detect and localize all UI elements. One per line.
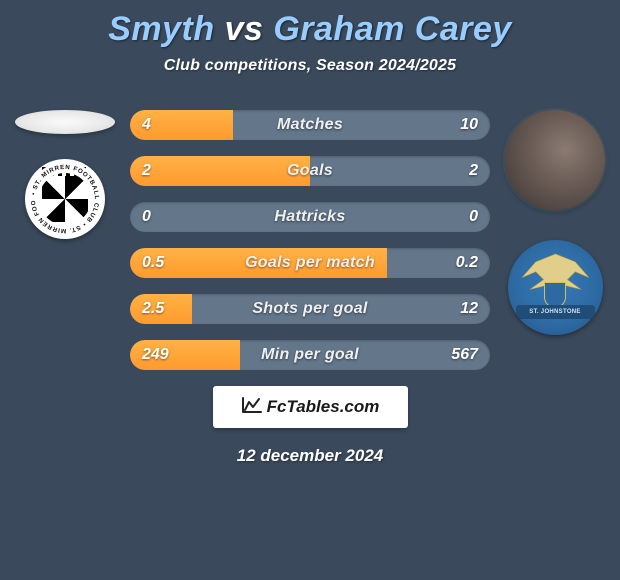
comparison-date: 12 december 2024 <box>0 446 620 466</box>
player-left-avatar <box>15 110 115 134</box>
subtitle: Club competitions, Season 2024/2025 <box>0 57 620 75</box>
crest-ring-text: • ST. MIRREN FOOTBALL CLUB • ST. MIRREN … <box>25 159 105 239</box>
left-player-column: • ST. MIRREN FOOTBALL CLUB • ST. MIRREN … <box>10 110 120 239</box>
stat-label: Min per goal <box>130 340 490 370</box>
crest-banner-text: ST. JOHNSTONE <box>516 305 595 319</box>
stat-bar: 249567Min per goal <box>130 340 490 370</box>
brand-text: FcTables.com <box>267 397 380 417</box>
club-crest-st-johnstone: ST. JOHNSTONE <box>508 240 603 335</box>
stat-bar: 410Matches <box>130 110 490 140</box>
svg-text:• ST. MIRREN FOOTBALL CLUB • S: • ST. MIRREN FOOTBALL CLUB • ST. MIRREN … <box>25 159 100 234</box>
title-vs: vs <box>225 10 264 48</box>
player-right-avatar <box>505 110 605 210</box>
stat-label: Goals per match <box>130 248 490 278</box>
crest-shield <box>544 282 566 308</box>
brand-logo-icon <box>241 396 263 419</box>
stat-label: Hattricks <box>130 202 490 232</box>
title-player1: Smyth <box>108 10 214 48</box>
club-crest-st-mirren: • ST. MIRREN FOOTBALL CLUB • ST. MIRREN … <box>25 159 105 239</box>
stat-label: Shots per goal <box>130 294 490 324</box>
stat-label: Goals <box>130 156 490 186</box>
stat-bar: 2.512Shots per goal <box>130 294 490 324</box>
stat-bar: 0.50.2Goals per match <box>130 248 490 278</box>
stat-bars-container: 410Matches 22Goals 00Hattricks 0.50.2Goals … <box>130 110 490 370</box>
content-area: • ST. MIRREN FOOTBALL CLUB • ST. MIRREN … <box>0 110 620 370</box>
stat-label: Matches <box>130 110 490 140</box>
right-player-column: ST. JOHNSTONE <box>500 110 610 335</box>
stat-bar: 22Goals <box>130 156 490 186</box>
title-player2: Graham Carey <box>273 10 511 48</box>
brand-box: FcTables.com <box>213 386 408 428</box>
stat-bar: 00Hattricks <box>130 202 490 232</box>
comparison-title: Smyth vs Graham Carey <box>0 0 620 49</box>
